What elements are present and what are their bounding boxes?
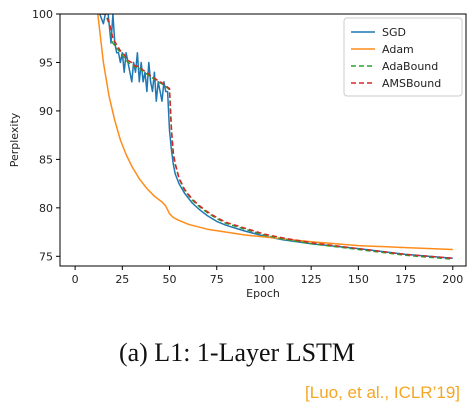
x-tick-label: 100 xyxy=(253,273,274,286)
y-tick-label: 80 xyxy=(39,202,53,215)
legend-label-sgd: SGD xyxy=(382,26,406,39)
plot-frame xyxy=(59,13,467,267)
y-axis-label: Perplexity xyxy=(8,112,21,167)
series-line-adam xyxy=(97,14,453,251)
x-axis-label: Epoch xyxy=(246,287,280,300)
x-tick-label: 0 xyxy=(72,273,79,286)
y-tick-label: 90 xyxy=(39,105,53,118)
legend-box xyxy=(343,17,463,97)
x-tick-label: 75 xyxy=(210,273,224,286)
x-tick-label: 200 xyxy=(442,273,463,286)
y-tick-label: 85 xyxy=(39,153,53,166)
x-tick-label: 175 xyxy=(395,273,416,286)
x-tick-label: 50 xyxy=(163,273,177,286)
series-line-sgd xyxy=(98,14,453,259)
y-tick-label: 75 xyxy=(39,250,53,263)
axes-layer: 0 25 50 75 100 125 150 175 2007580859095100Epoch… xyxy=(8,8,467,300)
series-layer xyxy=(97,14,453,260)
x-tick-label: 25 xyxy=(115,273,129,286)
legend-label-adam: Adam xyxy=(382,43,414,56)
y-tick-label: 95 xyxy=(39,56,53,69)
legend: SGD Adam AdaBound AMSBound xyxy=(343,17,463,97)
series-line-adabound xyxy=(101,14,453,260)
x-tick-label: 150 xyxy=(348,273,369,286)
series-line-amsbound xyxy=(101,14,453,259)
citation-text: [Luo, et al., ICLR’19] xyxy=(305,383,460,402)
legend-label-adabound: AdaBound xyxy=(382,60,438,73)
legend-label-amsbound: AMSBound xyxy=(382,77,441,90)
y-tick-label: 100 xyxy=(32,8,53,21)
perplexity-chart: 0 25 50 75 100 125 150 175 2007580859095100Epoch… xyxy=(8,8,467,300)
x-tick-label: 125 xyxy=(301,273,322,286)
figure-caption: (a) L1: 1-Layer LSTM xyxy=(118,338,356,367)
